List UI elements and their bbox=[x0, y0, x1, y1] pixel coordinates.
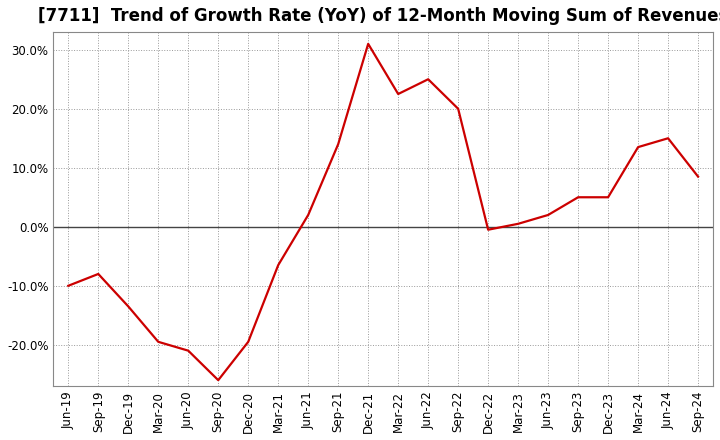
Title: [7711]  Trend of Growth Rate (YoY) of 12-Month Moving Sum of Revenues: [7711] Trend of Growth Rate (YoY) of 12-… bbox=[38, 7, 720, 25]
